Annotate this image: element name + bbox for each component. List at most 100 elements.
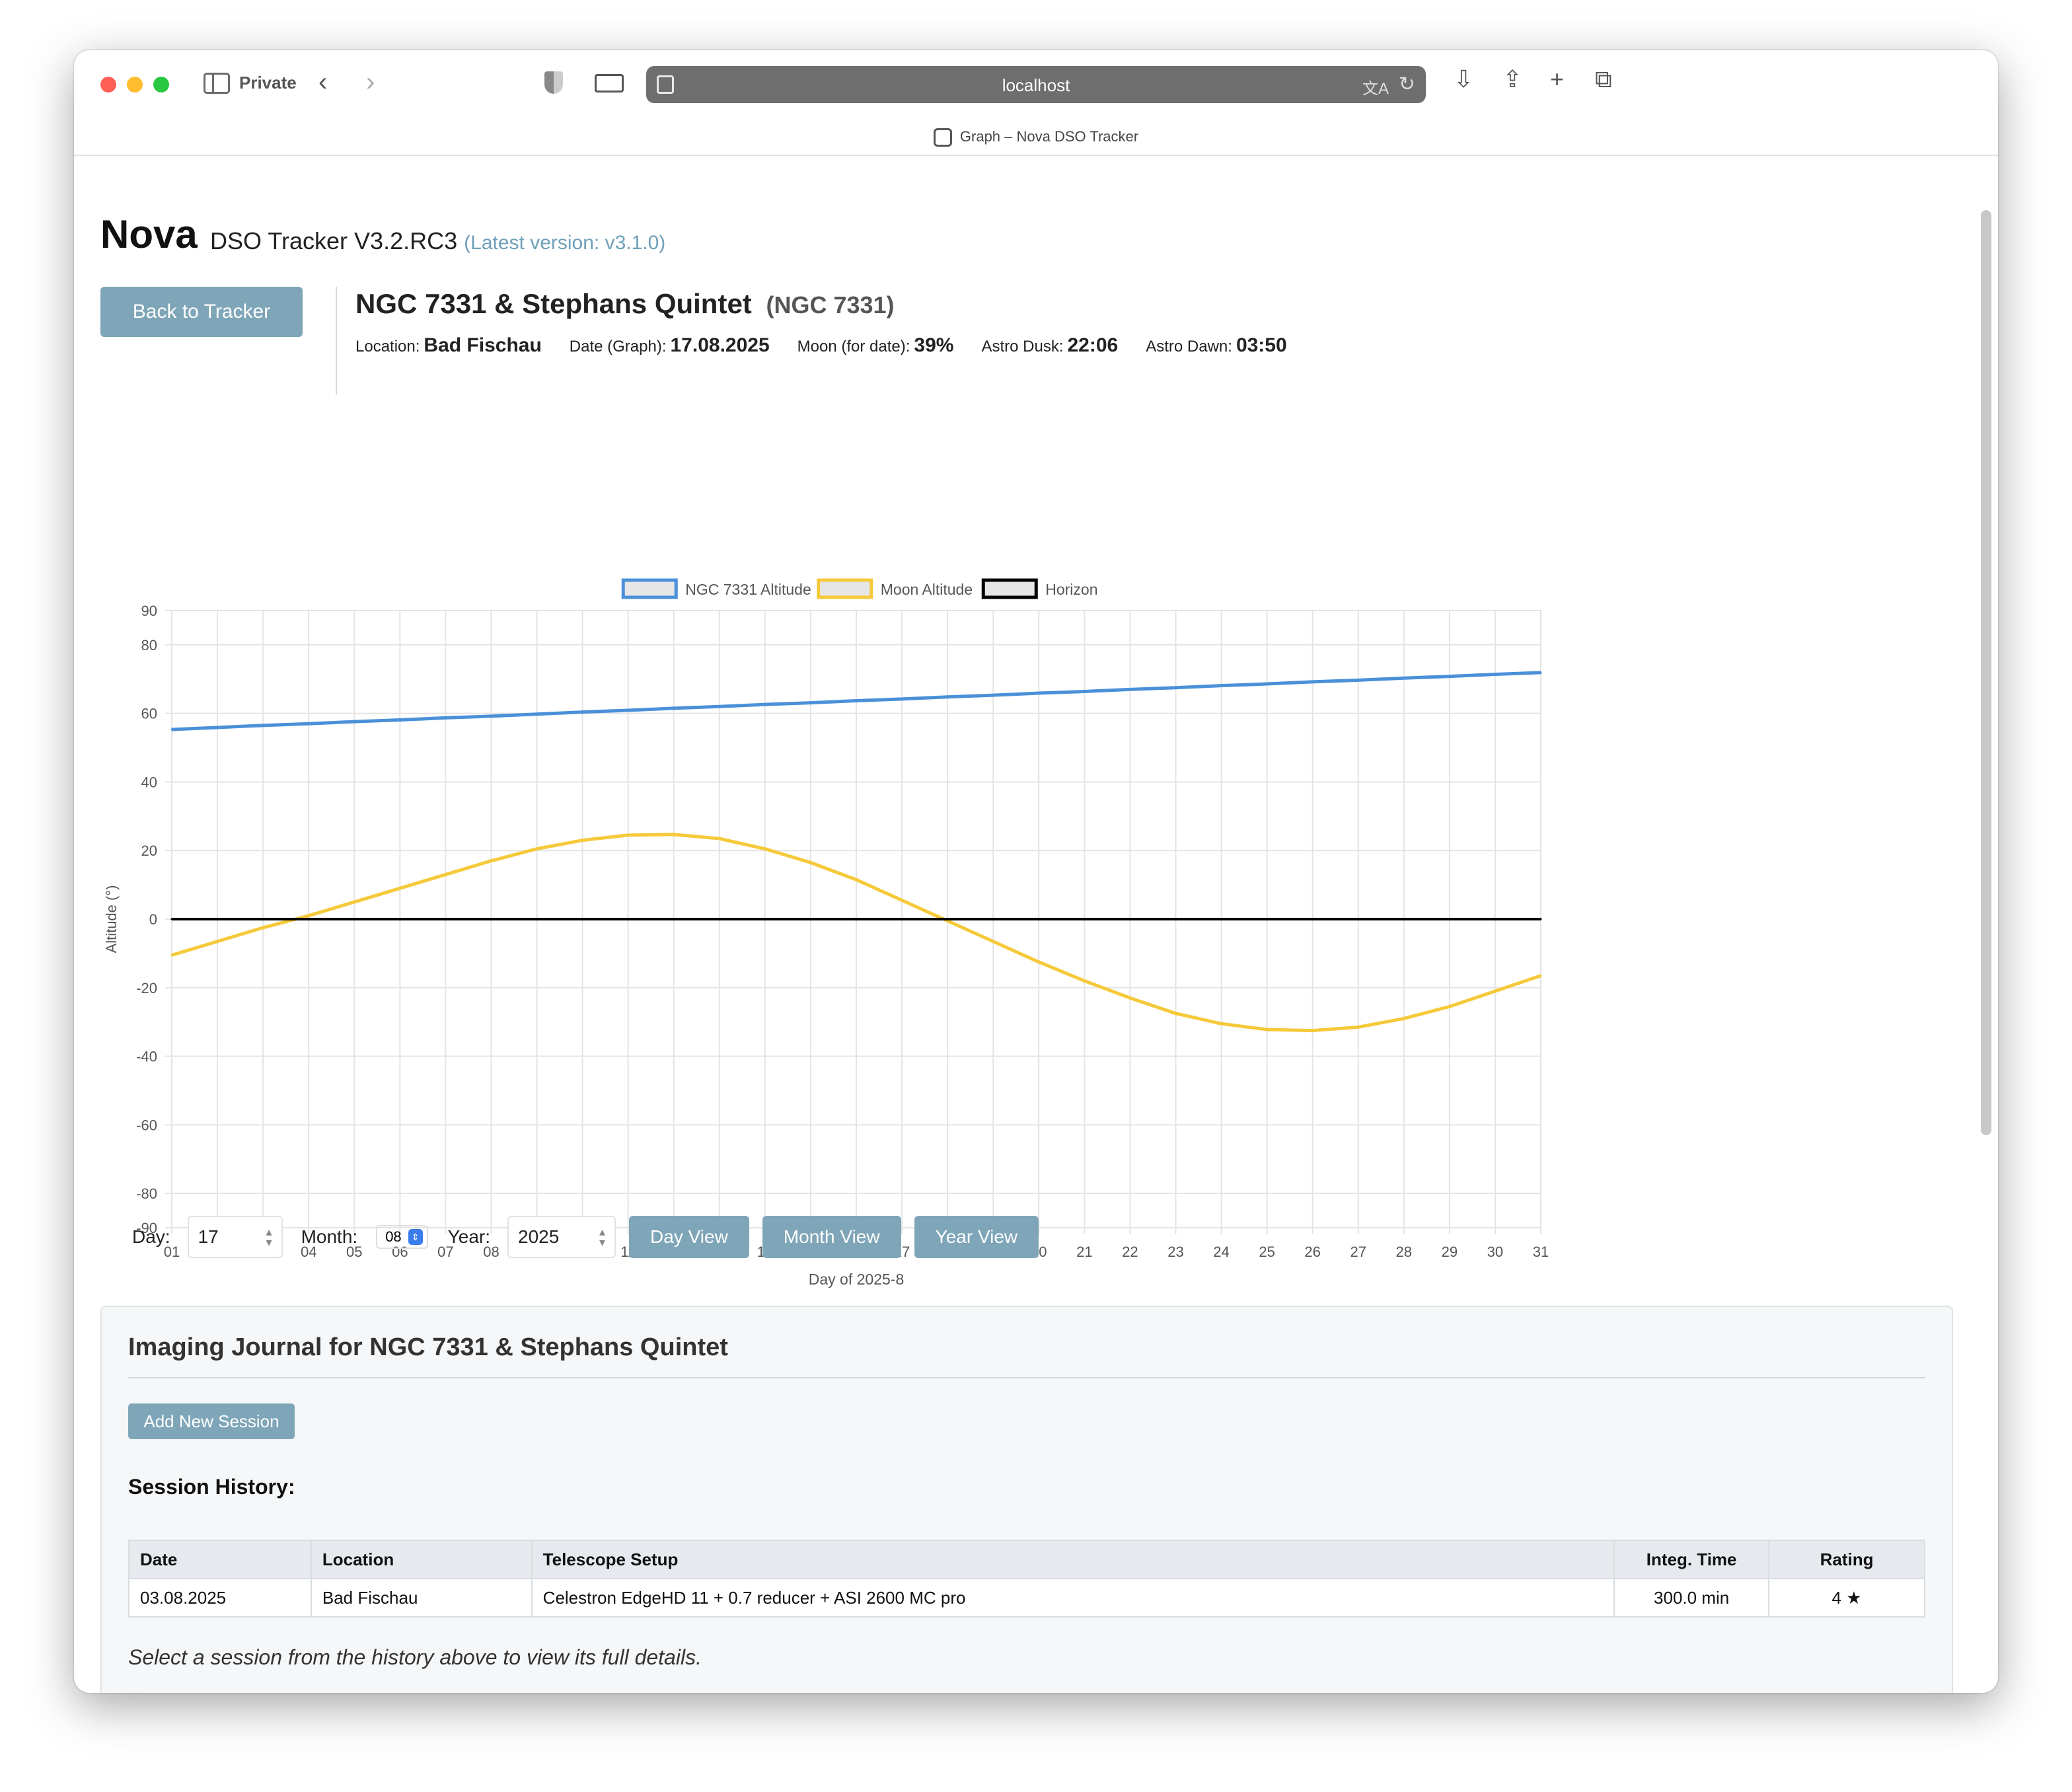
data-point-horizon bbox=[627, 918, 630, 920]
meta-moon: Moon (for date): 39% bbox=[797, 334, 954, 356]
column-header-rating: Rating bbox=[1768, 1540, 1925, 1579]
data-point-horizon bbox=[1403, 918, 1405, 920]
year-stepper-icon[interactable]: ▴ ▾ bbox=[599, 1224, 606, 1249]
y-tick-label: -20 bbox=[136, 980, 157, 996]
data-point-moon-altitude bbox=[1266, 1028, 1269, 1031]
zoom-window-button[interactable] bbox=[153, 77, 169, 93]
data-point-moon-altitude bbox=[353, 901, 355, 903]
data-point-moon-altitude bbox=[1312, 1029, 1314, 1032]
data-point-ngc-7331-altitude bbox=[718, 705, 721, 708]
data-point-ngc-7331-altitude bbox=[946, 696, 949, 698]
data-point-moon-altitude bbox=[1403, 1017, 1405, 1020]
data-point-horizon bbox=[764, 918, 766, 920]
data-point-horizon bbox=[1174, 918, 1177, 920]
data-point-horizon bbox=[1312, 918, 1314, 920]
column-header-location: Location bbox=[310, 1540, 533, 1579]
data-point-ngc-7331-altitude bbox=[490, 715, 492, 718]
y-tick-label: 40 bbox=[141, 774, 157, 790]
sidebar-toggle-icon[interactable] bbox=[204, 73, 230, 94]
close-window-button[interactable] bbox=[100, 77, 116, 93]
data-point-moon-altitude bbox=[1174, 1012, 1177, 1015]
data-point-ngc-7331-altitude bbox=[1357, 679, 1360, 681]
back-arrow-icon[interactable]: ‹ bbox=[318, 67, 328, 96]
share-icon[interactable]: ⇪ bbox=[1502, 65, 1523, 93]
object-meta: Location: Bad Fischau Date (Graph): 17.08.… bbox=[355, 334, 1287, 357]
y-tick-label: -80 bbox=[136, 1185, 157, 1202]
journal-divider bbox=[128, 1377, 1925, 1378]
latest-version-link[interactable]: (Latest version: v3.1.0) bbox=[464, 232, 666, 254]
x-tick-label: 23 bbox=[1167, 1244, 1183, 1260]
x-tick-label: 28 bbox=[1396, 1244, 1412, 1260]
year-view-button[interactable]: Year View bbox=[914, 1216, 1039, 1258]
privacy-shield-icon[interactable] bbox=[544, 71, 563, 94]
month-select[interactable]: 08 ⇕ bbox=[376, 1225, 428, 1249]
data-point-horizon bbox=[1083, 918, 1086, 920]
data-point-horizon bbox=[718, 918, 721, 920]
data-point-ngc-7331-altitude bbox=[262, 724, 264, 727]
data-point-ngc-7331-altitude bbox=[1220, 685, 1223, 687]
data-point-horizon bbox=[1220, 918, 1223, 920]
data-point-ngc-7331-altitude bbox=[992, 694, 994, 696]
month-view-button[interactable]: Month View bbox=[762, 1216, 901, 1258]
session-location-cell: Bad Fischau bbox=[310, 1578, 533, 1618]
data-point-ngc-7331-altitude bbox=[1539, 671, 1542, 674]
x-tick-label: 31 bbox=[1533, 1244, 1549, 1260]
y-tick-label: 60 bbox=[141, 706, 157, 722]
day-stepper-icon[interactable]: ▴ ▾ bbox=[266, 1224, 272, 1249]
data-point-ngc-7331-altitude bbox=[1128, 688, 1131, 691]
scrollbar[interactable] bbox=[1981, 210, 1991, 1135]
session-integ-time-cell: 300.0 min bbox=[1613, 1578, 1770, 1618]
x-tick-label: 30 bbox=[1487, 1244, 1503, 1260]
extension-icon[interactable] bbox=[595, 74, 624, 93]
data-point-moon-altitude bbox=[581, 839, 584, 842]
data-point-ngc-7331-altitude bbox=[536, 713, 538, 716]
y-tick-label: 20 bbox=[141, 842, 157, 859]
day-input[interactable]: 17 ▴ ▾ bbox=[187, 1216, 283, 1258]
data-point-horizon bbox=[1266, 918, 1269, 920]
minimize-window-button[interactable] bbox=[127, 77, 143, 93]
x-tick-label: 08 bbox=[483, 1244, 499, 1260]
private-label: Private bbox=[239, 73, 297, 93]
data-point-ngc-7331-altitude bbox=[307, 722, 310, 725]
object-name: NGC 7331 & Stephans Quintet bbox=[355, 288, 752, 319]
date-controls: Day: 17 ▴ ▾ Month: 08 ⇕ Year: 2025 ▴ ▾ Day… bbox=[132, 1214, 1039, 1259]
new-tab-icon[interactable]: + bbox=[1550, 65, 1565, 93]
data-point-horizon bbox=[398, 918, 401, 920]
data-point-ngc-7331-altitude bbox=[444, 716, 447, 719]
data-point-moon-altitude bbox=[262, 926, 264, 929]
data-point-moon-altitude bbox=[855, 878, 858, 881]
year-value: 2025 bbox=[518, 1226, 560, 1247]
year-input[interactable]: 2025 ▴ ▾ bbox=[507, 1216, 616, 1258]
download-icon[interactable]: ⇩ bbox=[1454, 65, 1474, 93]
data-point-horizon bbox=[353, 918, 355, 920]
column-header-date: Date bbox=[128, 1540, 312, 1579]
data-point-ngc-7331-altitude bbox=[1174, 687, 1177, 689]
add-session-button[interactable]: Add New Session bbox=[128, 1403, 295, 1439]
y-tick-label: -90 bbox=[136, 1220, 157, 1236]
data-point-horizon bbox=[992, 918, 994, 920]
data-point-ngc-7331-altitude bbox=[1266, 683, 1269, 685]
session-hint: Select a session from the history above … bbox=[128, 1645, 702, 1669]
table-row[interactable]: 03.08.2025 Bad Fischau Celestron EdgeHD … bbox=[128, 1578, 1925, 1618]
year-label: Year: bbox=[447, 1226, 491, 1247]
day-view-button[interactable]: Day View bbox=[629, 1216, 749, 1258]
data-point-moon-altitude bbox=[1448, 1005, 1451, 1008]
session-date-cell: 03.08.2025 bbox=[128, 1578, 312, 1618]
page-menu-icon[interactable] bbox=[657, 75, 674, 94]
reload-icon[interactable]: ↻ bbox=[1398, 73, 1415, 95]
translate-icon[interactable]: 文A bbox=[1362, 80, 1389, 98]
journal-title: Imaging Journal for NGC 7331 & Stephans … bbox=[128, 1333, 728, 1361]
site-favicon-icon bbox=[933, 128, 952, 147]
x-axis-title: Day of 2025-8 bbox=[809, 1271, 904, 1288]
address-bar[interactable]: localhost 文A ↻ bbox=[646, 66, 1426, 103]
data-point-moon-altitude bbox=[1357, 1026, 1360, 1028]
tab-title[interactable]: Graph – Nova DSO Tracker bbox=[74, 128, 1998, 147]
data-point-ngc-7331-altitude bbox=[627, 709, 630, 712]
tab-overview-icon[interactable]: ⧉ bbox=[1595, 65, 1612, 93]
x-tick-label: 01 bbox=[164, 1244, 180, 1260]
column-header-integ-time: Integ. Time bbox=[1613, 1540, 1770, 1579]
month-label: Month: bbox=[301, 1226, 358, 1247]
forward-arrow-icon[interactable]: › bbox=[366, 67, 375, 96]
data-point-moon-altitude bbox=[992, 940, 994, 943]
back-to-tracker-button[interactable]: Back to Tracker bbox=[100, 287, 303, 337]
